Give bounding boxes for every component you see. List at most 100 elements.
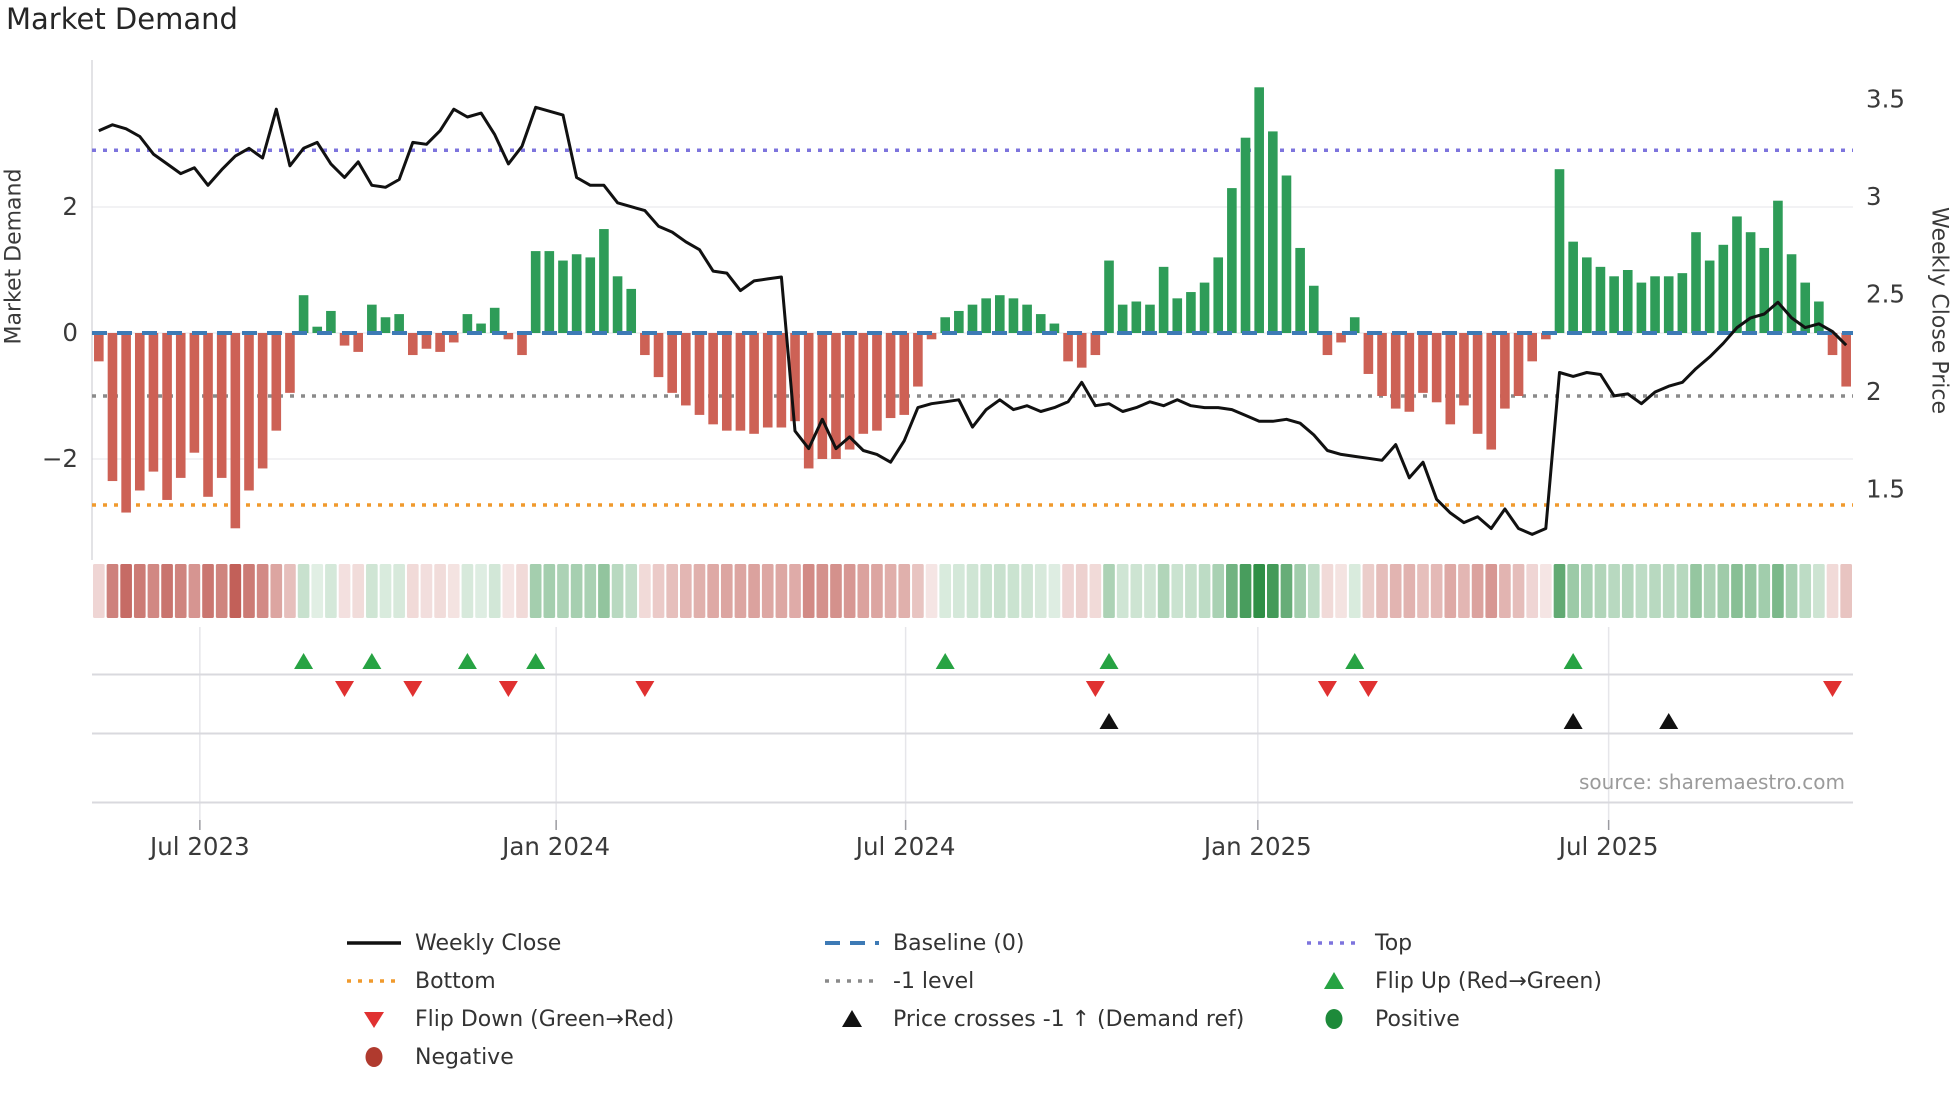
heatmap-cell: [1403, 564, 1416, 618]
heatmap-cell: [980, 564, 992, 618]
demand-bar: [817, 333, 828, 459]
heatmap-cell: [789, 564, 801, 618]
heatmap-cell: [720, 564, 733, 618]
demand-bar: [285, 333, 295, 393]
heatmap-cell: [1062, 564, 1074, 618]
heatmap-cell: [1185, 564, 1197, 618]
legend-item[interactable]: Positive: [1305, 1004, 1460, 1034]
demand-bar: [1076, 333, 1087, 368]
heatmap-cell: [1594, 564, 1607, 618]
flip-up-marker: [362, 653, 382, 669]
legend-label: Bottom: [415, 968, 496, 994]
heatmap-cell: [830, 564, 842, 618]
demand-bar: [844, 333, 855, 450]
legend-item[interactable]: Negative: [345, 1042, 514, 1072]
heatmap-cell: [816, 564, 829, 618]
heatmap-cell: [1348, 564, 1361, 618]
heatmap-cell: [1580, 564, 1593, 618]
heatmap-cell: [256, 564, 269, 618]
page-title: Market Demand: [6, 2, 238, 36]
legend-item[interactable]: Flip Up (Red→Green): [1305, 966, 1602, 996]
legend-marker-circle: [1325, 1009, 1343, 1029]
demand-bar: [967, 304, 978, 333]
demand-bar: [1336, 333, 1346, 343]
demand-bar: [1418, 333, 1428, 393]
heatmap-cell: [775, 564, 788, 618]
demand-bar: [134, 333, 145, 491]
demand-bar: [530, 251, 541, 333]
demand-bar: [1759, 247, 1770, 333]
heatmap-cell: [1676, 564, 1689, 618]
heatmap-cell: [1253, 564, 1265, 618]
demand-bars-layer: [94, 87, 1851, 529]
legend-item[interactable]: Flip Down (Green→Red): [345, 1004, 674, 1034]
demand-bar: [1732, 216, 1742, 333]
heatmap-cell: [352, 564, 365, 618]
heatmap-cell: [516, 564, 528, 618]
right-tick-label: 2.5: [1866, 280, 1905, 309]
demand-bar: [1541, 333, 1551, 340]
legend-item[interactable]: Weekly Close: [345, 928, 561, 958]
legend-item[interactable]: Top: [1305, 928, 1412, 958]
demand-bar: [735, 333, 746, 431]
heatmap-cell: [1171, 564, 1184, 618]
heatmap-cell: [802, 564, 815, 618]
demand-bar: [503, 333, 514, 340]
demand-bar: [1254, 87, 1264, 333]
heatmap-cell: [215, 564, 228, 618]
heatmap-cell: [1690, 564, 1702, 618]
demand-bar: [1745, 232, 1756, 333]
heatmap-cell: [1662, 564, 1675, 618]
legend-item[interactable]: Price crosses -1 ↑ (Demand ref): [823, 1004, 1244, 1034]
demand-bar: [899, 333, 910, 415]
legend-item[interactable]: Baseline (0): [823, 928, 1024, 958]
demand-bar: [1104, 260, 1114, 333]
demand-bar: [394, 314, 404, 333]
heatmap-cell: [1116, 564, 1129, 618]
demand-bar: [872, 333, 882, 431]
flip-up-marker: [1563, 653, 1583, 669]
chart-canvas[interactable]: Jul 2023 Jan 2024 Jul 2024 Jan 2025 Jul 2025…: [0, 0, 1960, 900]
chart-legend: Weekly Close Baseline (0) Top Bottom -1 leve…: [0, 920, 1960, 1090]
heatmap-cell: [1717, 564, 1730, 618]
demand-bar: [1472, 333, 1483, 434]
demand-bar: [1213, 257, 1224, 333]
demand-bar: [421, 333, 432, 349]
heatmap-cell: [1417, 564, 1429, 618]
heatmap-cell: [120, 564, 132, 618]
heatmap-cell: [857, 564, 870, 618]
demand-bar: [216, 333, 227, 478]
heatmap-cell: [1144, 564, 1156, 618]
heatmap-cell: [953, 564, 965, 618]
heatmap-cell: [529, 564, 542, 618]
demand-bar: [1268, 131, 1278, 333]
legend-item[interactable]: Bottom: [345, 966, 496, 996]
legend-item[interactable]: -1 level: [823, 966, 974, 996]
price-cross-marker: [1563, 713, 1583, 729]
heatmap-cell: [1826, 564, 1839, 618]
demand-bar: [640, 333, 650, 356]
legend-label: Baseline (0): [893, 930, 1025, 956]
heatmap-cell: [966, 564, 979, 618]
heatmap-cell: [420, 564, 433, 618]
flip-down-marker: [335, 681, 355, 697]
demand-bar: [803, 333, 814, 469]
demand-bar: [1404, 333, 1415, 412]
heatmap-cell: [871, 564, 883, 618]
demand-bar: [1363, 333, 1374, 374]
heatmap-cell: [488, 564, 501, 618]
demand-bar: [1308, 285, 1319, 333]
demand-bar: [1172, 298, 1183, 333]
legend-label: Flip Down (Green→Red): [415, 1006, 675, 1032]
demand-bar: [462, 314, 473, 333]
x-tick-label: Jan 2024: [500, 832, 610, 861]
heatmap-cell: [1280, 564, 1293, 618]
demand-bar: [831, 333, 841, 459]
heatmap-cell: [1526, 564, 1539, 618]
left-tick-label: −2: [42, 444, 78, 473]
heatmap-cell: [884, 564, 897, 618]
demand-bar: [1199, 282, 1210, 333]
demand-bar: [230, 333, 241, 529]
heatmap-cell: [748, 564, 760, 618]
legend-marker-line-dotted: [1307, 941, 1361, 945]
